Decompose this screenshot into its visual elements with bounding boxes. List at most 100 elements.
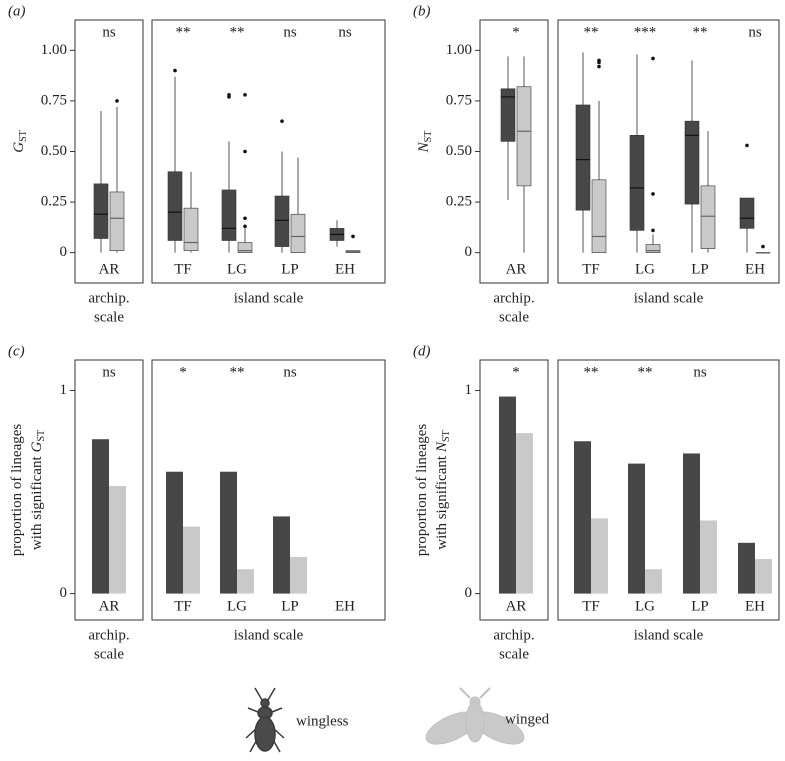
wingless-icon	[245, 687, 285, 753]
y-axis-label-text: with significant	[434, 455, 450, 550]
group-label: island scale	[234, 627, 304, 643]
box	[684, 120, 700, 205]
group-label: archip.	[88, 290, 129, 306]
y-axis-label: with significant NST	[434, 430, 452, 549]
box	[290, 213, 306, 253]
group-label: archip.	[493, 627, 534, 643]
panel-frame	[151, 19, 386, 284]
significance-label: ns	[102, 364, 116, 380]
y-tick-label: 0.50	[446, 143, 472, 159]
significance-label: ns	[283, 364, 297, 380]
bar	[591, 518, 608, 594]
panel-frame	[557, 19, 780, 284]
panel-label: (b)	[413, 3, 431, 19]
significance-label: **	[230, 364, 245, 380]
y-axis-label-text: with significant	[29, 456, 45, 551]
y-axis-subscript: ST	[36, 430, 47, 442]
significance-label: ns	[102, 24, 116, 40]
y-tick-label: 1	[465, 382, 473, 398]
x-tick-label: AR	[506, 261, 527, 277]
x-tick-label: LP	[691, 261, 709, 277]
y-axis-symbol: G	[11, 142, 27, 153]
box	[516, 86, 532, 187]
group-label: island scale	[634, 627, 704, 643]
y-axis-subscript: ST	[441, 430, 452, 442]
panel-label: (d)	[413, 343, 431, 359]
box	[739, 197, 755, 229]
x-tick-label: LP	[281, 598, 299, 614]
box	[109, 191, 125, 251]
x-tick-label: LG	[635, 598, 655, 614]
y-axis-symbol: N	[434, 441, 450, 453]
box	[237, 242, 253, 253]
y-axis-label: GST	[11, 130, 29, 153]
x-tick-label: AR	[506, 598, 527, 614]
x-tick-label: TF	[582, 598, 600, 614]
outlier	[761, 244, 765, 249]
y-tick-label: 0.75	[446, 92, 472, 108]
bar	[92, 439, 109, 594]
outlier	[280, 119, 284, 123]
y-axis-label: proportion of lineages	[9, 424, 25, 557]
box	[629, 135, 645, 231]
y-axis-label: with significant GST	[29, 430, 47, 550]
bar	[237, 569, 254, 594]
box	[221, 189, 237, 241]
y-tick-label: 0.50	[41, 143, 67, 159]
outlier	[243, 216, 247, 221]
legend: wingless winged	[245, 687, 550, 753]
box	[167, 171, 183, 241]
y-axis-label: proportion of lineages	[414, 424, 430, 557]
y-tick-label: 1.00	[41, 42, 67, 58]
x-tick-label: EH	[745, 598, 765, 614]
bar	[109, 485, 126, 594]
panel-label: (c)	[8, 343, 25, 359]
outlier	[115, 99, 119, 103]
x-tick-label: TF	[174, 598, 192, 614]
y-tick-label: 0.75	[41, 92, 67, 108]
box	[500, 88, 516, 142]
significance-label: **	[584, 24, 599, 40]
outlier	[651, 56, 655, 61]
bar	[700, 520, 717, 594]
panel-label: (a)	[8, 3, 26, 19]
legend-label: winged	[505, 711, 550, 727]
x-tick-label: TF	[174, 261, 192, 277]
box	[700, 185, 716, 249]
y-tick-label: 0.25	[446, 194, 472, 210]
outlier	[351, 234, 355, 239]
outlier	[745, 143, 749, 148]
y-tick-label: 0	[465, 244, 473, 260]
outlier	[227, 93, 231, 97]
y-tick-label: 0	[465, 585, 473, 601]
panel-frame	[557, 359, 780, 621]
box	[274, 195, 290, 247]
panel-frame	[151, 359, 386, 621]
group-label: archip.	[88, 627, 129, 643]
x-tick-label: EH	[335, 261, 355, 277]
box	[93, 183, 109, 239]
bar	[628, 463, 645, 594]
y-tick-label: 0.25	[41, 194, 67, 210]
x-tick-label: TF	[582, 261, 600, 277]
significance-label: **	[230, 24, 245, 40]
bar	[645, 569, 662, 594]
panel-frame	[479, 359, 549, 621]
x-tick-label: AR	[99, 261, 120, 277]
y-axis-label: NST	[416, 131, 434, 154]
bar	[166, 471, 183, 594]
box	[591, 179, 607, 253]
legend-label: wingless	[296, 713, 349, 729]
bar	[574, 441, 591, 594]
group-label: island scale	[634, 290, 704, 306]
y-tick-label: 1.00	[446, 42, 472, 58]
y-tick-label: 1	[60, 382, 68, 398]
bar	[273, 516, 290, 594]
x-tick-label: LG	[227, 261, 247, 277]
panel-frame	[479, 19, 549, 284]
significance-label: ns	[693, 364, 707, 380]
bar	[220, 471, 237, 594]
box	[183, 207, 199, 251]
y-axis-subscript: ST	[423, 131, 434, 143]
